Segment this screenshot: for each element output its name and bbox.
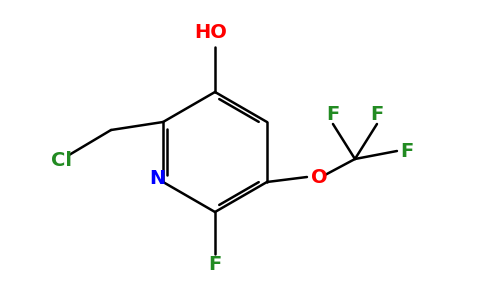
Text: Cl: Cl bbox=[50, 152, 72, 170]
Text: F: F bbox=[370, 104, 384, 124]
Text: O: O bbox=[311, 167, 327, 187]
Text: F: F bbox=[326, 104, 340, 124]
Text: HO: HO bbox=[195, 23, 227, 43]
Text: F: F bbox=[400, 142, 414, 160]
Text: F: F bbox=[209, 256, 222, 274]
Text: N: N bbox=[149, 169, 165, 188]
